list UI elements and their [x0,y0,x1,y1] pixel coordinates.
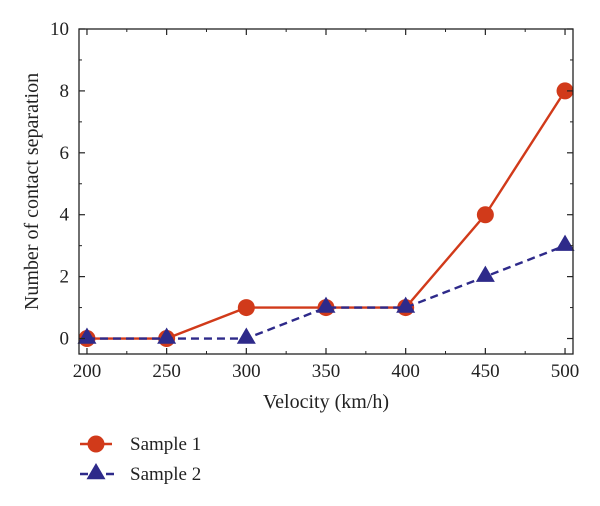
y-tick-label: 0 [60,329,70,350]
data-point-sample-2 [77,327,97,344]
y-tick-label: 4 [60,205,70,226]
data-point-sample-2 [475,265,495,282]
y-tick-label: 2 [60,267,70,288]
data-point-sample-2 [236,327,256,344]
x-tick-label: 400 [391,361,420,382]
x-tick-label: 500 [551,361,580,382]
x-axis-title: Velocity (km/h) [263,391,389,413]
x-tick-label: 450 [471,361,500,382]
data-point-sample-2 [157,327,177,344]
x-tick-label: 250 [152,361,181,382]
legend-label-sample-2: Sample 2 [130,464,201,485]
data-point-sample-2 [396,296,416,313]
legend-item-sample-2: Sample 2 [80,463,201,485]
data-point-sample-1 [476,206,494,224]
data-point-sample-2 [316,296,336,313]
x-tick-label: 200 [73,361,102,382]
data-point-sample-1 [237,299,255,317]
legend-marker-sample-2 [86,463,106,480]
ticks-layer: 200 250 300 350 400 450 500 0 2 4 6 8 10 [50,19,579,382]
legend-marker-sample-1 [87,435,105,453]
data-point-sample-2 [555,234,575,251]
series-layer [77,82,575,348]
y-tick-label: 8 [60,81,70,102]
x-tick-label: 300 [232,361,261,382]
x-tick-label: 350 [312,361,341,382]
data-point-sample-1 [556,82,574,100]
y-tick-label: 10 [50,19,69,40]
legend-label-sample-1: Sample 1 [130,434,201,455]
y-axis-title: Number of contact separation [21,73,43,310]
series-line-2 [86,244,566,340]
legend-item-sample-1: Sample 1 [80,434,201,455]
y-tick-label: 6 [60,143,70,164]
legend: Sample 1 Sample 2 [80,434,201,485]
